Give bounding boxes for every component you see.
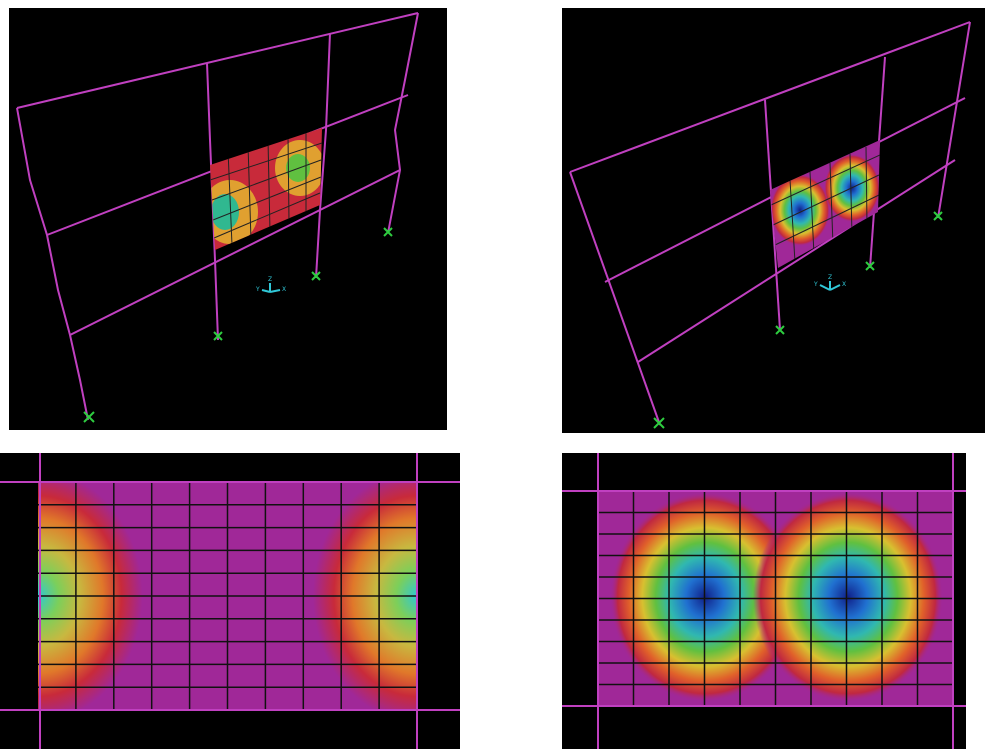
- axis-label: Z: [828, 274, 832, 281]
- axis-label: Y: [255, 286, 260, 293]
- axis-label: X: [842, 281, 846, 288]
- axis-label: Y: [813, 281, 818, 288]
- axis-label: Z: [268, 276, 272, 283]
- axis-label: X: [282, 286, 286, 293]
- page: Z Y X Z Y X: [0, 0, 986, 749]
